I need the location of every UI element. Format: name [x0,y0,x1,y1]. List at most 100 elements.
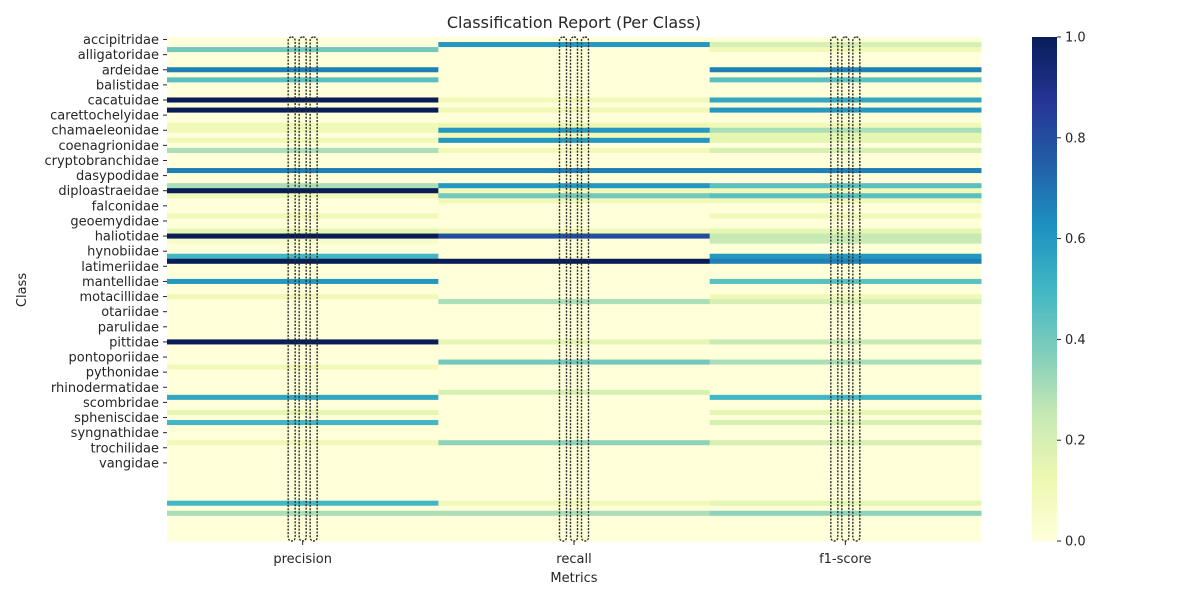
heatmap-cell [167,344,439,350]
heatmap-cell [438,77,711,83]
x-tick-label: precision [273,552,332,567]
heatmap-cell [167,142,439,149]
heatmap-cell [438,82,711,88]
heatmap-cell [709,147,982,154]
heatmap-cell [167,435,439,441]
heatmap-cell [438,42,711,48]
heatmap-cell [167,173,439,179]
x-tick-label: recall [556,552,591,567]
heatmap-cell [167,198,439,204]
heatmap-cell [167,87,439,93]
heatmap-cell [709,314,982,320]
heatmap-cell [438,213,711,219]
heatmap-cell [167,193,439,199]
heatmap-cell [438,72,711,78]
heatmap-cell [709,77,982,83]
heatmap-cell [438,344,711,350]
heatmap-cell [709,525,982,532]
heatmap-cell [167,97,439,104]
heatmap-cell [438,283,711,290]
heatmap-cell [709,62,982,68]
heatmap-cell [167,404,439,411]
heatmap-cell [167,354,439,361]
heatmap-cell [438,505,711,512]
heatmap-cell [167,485,439,492]
heatmap-cell [709,92,982,98]
heatmap-cell [438,445,711,451]
heatmap-cell [709,359,982,366]
heatmap-cell [438,515,711,522]
y-tick-label: latimeriidae [81,260,159,275]
heatmap-cell [167,480,439,487]
y-tick-label: pittidae [109,335,159,350]
heatmap-cell [167,374,439,381]
y-tick-label: carettochelyidae [50,109,159,124]
y-tick-label: mantellidae [82,275,159,290]
heatmap-cell [709,480,982,487]
heatmap-cell [438,475,711,482]
heatmap-cell [709,495,982,502]
y-tick-label: haliotidae [95,230,159,245]
heatmap-cell [438,535,711,542]
heatmap-cell [438,384,711,391]
heatmap-cell [438,490,711,497]
y-axis-title: Class [15,273,30,307]
heatmap-cell [438,319,711,325]
heatmap-cell [167,420,439,426]
heatmap-cell [709,389,982,396]
heatmap-cell [709,490,982,497]
heatmap-cell [709,430,982,436]
heatmap-cell [709,319,982,325]
heatmap-cell [709,233,982,240]
heatmap-cell [438,268,711,275]
heatmap-cell [438,304,711,310]
heatmap-cell [709,72,982,78]
heatmap-cell [709,450,982,456]
heatmap-cell [438,530,711,537]
heatmap-cell [438,62,711,68]
heatmap-cell [167,349,439,356]
heatmap-cell [709,157,982,164]
heatmap-cell [709,82,982,88]
y-tick-label: pontoporiidae [69,351,160,366]
heatmap-cell [438,294,711,300]
heatmap-cell [438,258,711,265]
heatmap-cell [709,364,982,371]
heatmap-cell [167,289,439,295]
y-tick-label: ardeidae [102,63,159,78]
heatmap-cell [438,359,711,366]
heatmap-cell [709,117,982,124]
heatmap-cell [167,47,439,53]
heatmap-cell [438,460,711,466]
heatmap-cell [167,157,439,164]
y-tick-label: hynobiidae [87,245,159,260]
heatmap-cell [709,52,982,58]
heatmap-cell [709,500,982,507]
heatmap-cell [167,183,439,189]
heatmap-cell [438,299,711,305]
heatmap-cell [709,173,982,179]
heatmap-cell [709,238,982,245]
heatmap-cell [167,42,439,48]
y-tick-label: balistidae [96,78,159,93]
heatmap-cell [167,238,439,245]
heatmap-cell [709,283,982,290]
heatmap-cell [167,243,439,250]
heatmap-cell [167,505,439,512]
heatmap-cell [167,510,439,517]
heatmap-cell [709,339,982,345]
y-tick-label: syngnathidae [71,426,159,441]
heatmap-cell [438,309,711,315]
heatmap-cell [167,394,439,401]
heatmap-cell [438,132,711,139]
heatmap-cell [438,137,711,144]
heatmap-cell [438,425,711,431]
heatmap-cell [167,233,439,240]
heatmap-cell [167,168,439,174]
heatmap-cell [438,67,711,73]
heatmap-cell [709,178,982,184]
heatmap-cell [438,97,711,104]
x-axis-ticks: precision recall f1-score [273,541,872,567]
heatmap-cell [167,294,439,300]
heatmap-cell [709,127,982,134]
